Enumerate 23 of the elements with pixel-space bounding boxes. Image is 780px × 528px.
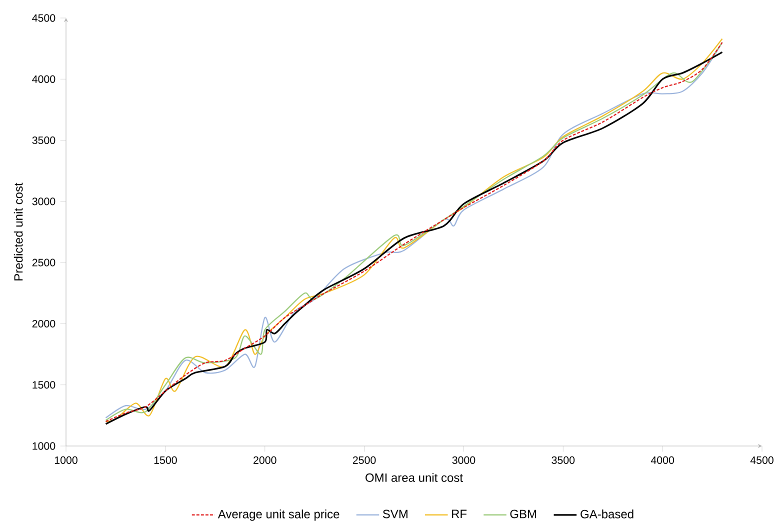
y-axis-title: Predicted unit cost xyxy=(14,182,23,280)
y-tick-label: 2500 xyxy=(32,258,56,266)
legend-label: SVM xyxy=(382,510,408,518)
y-tick-label: 1000 xyxy=(32,442,56,450)
x-tick-label: 1500 xyxy=(154,456,177,464)
y-tick-label: 1500 xyxy=(32,381,56,389)
y-tick-label: 3500 xyxy=(32,136,56,144)
y-tick-label: 4500 xyxy=(32,14,56,22)
legend-label: GBM xyxy=(510,510,536,518)
x-tick-label: 1000 xyxy=(54,456,78,464)
legend-label: RF xyxy=(452,510,467,518)
y-tick-label: 3000 xyxy=(32,198,56,206)
x-tick-label: 2000 xyxy=(254,456,276,464)
y-tick-label: 2000 xyxy=(32,320,56,328)
legend-label: Average unit sale price xyxy=(218,510,340,521)
x-tick-label: 4000 xyxy=(650,456,674,464)
x-tick-label: 3000 xyxy=(452,456,476,464)
x-tick-label: 2500 xyxy=(352,456,376,464)
x-tick-label: 3500 xyxy=(552,456,575,464)
x-axis-title: OMI area unit cost xyxy=(366,473,463,482)
y-tick-label: 4000 xyxy=(32,75,56,83)
x-tick-label: 4500 xyxy=(750,456,774,464)
legend-label: GA-based xyxy=(580,510,634,518)
